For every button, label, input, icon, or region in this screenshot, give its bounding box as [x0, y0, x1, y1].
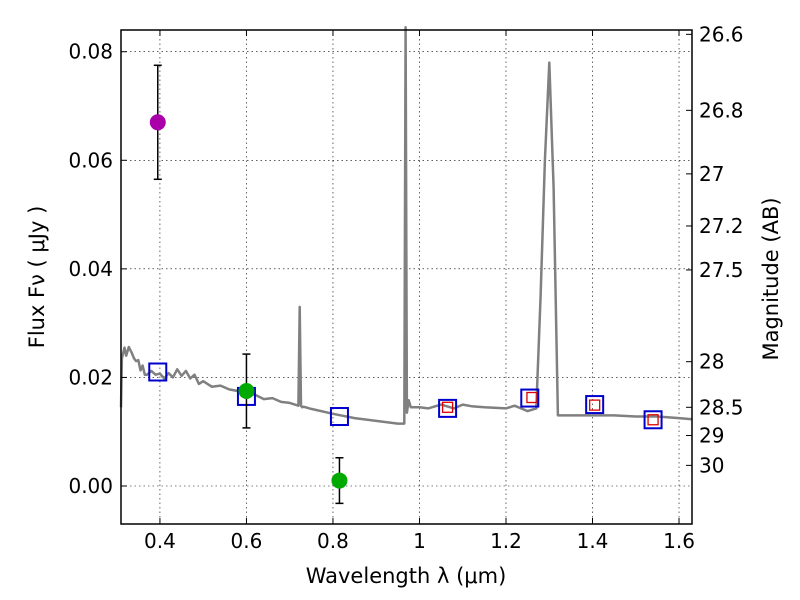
- model-photometry-point: [329, 407, 349, 427]
- observed-photometry-square: [589, 399, 601, 411]
- x-tick-label: 1.6: [663, 529, 695, 553]
- axes-frame: [120, 29, 693, 525]
- y-tick-label: 0.02: [68, 365, 113, 389]
- observed-photometry-square: [526, 391, 538, 404]
- model-photometry-point: [520, 388, 540, 408]
- x-tick-label: 1.4: [577, 529, 609, 553]
- y-tick-label: 0.08: [68, 40, 113, 64]
- observed-photometry-point: [331, 472, 348, 489]
- observed-photometry-square: [647, 414, 659, 426]
- right-tick-label: 27: [699, 162, 724, 186]
- model-photometry-point: [585, 395, 605, 415]
- x-tick-label: 0.4: [144, 529, 176, 553]
- right-tick-label: 26.8: [699, 98, 744, 122]
- y-tick-label: 0.00: [68, 474, 113, 498]
- right-tick-label: 30: [699, 453, 724, 477]
- x-tick-label: 0.6: [231, 529, 263, 553]
- observed-photometry-point: [149, 114, 166, 131]
- spectrum-line: [119, 26, 693, 425]
- y-tick-label: 0.04: [68, 257, 113, 281]
- x-tick-label: 0.8: [317, 529, 349, 553]
- model-photometry-point: [643, 410, 663, 430]
- y-axis-label: Flux Fν ( μJy ): [25, 206, 49, 349]
- right-tick-label: 29: [699, 424, 724, 448]
- x-axis-label: Wavelength λ (μm): [306, 564, 507, 588]
- plot-area: [119, 26, 693, 505]
- right-tick-label: 28: [699, 350, 724, 374]
- grid-lines: [121, 30, 692, 524]
- x-tick-label: 1.2: [490, 529, 522, 553]
- observed-photometry-point: [238, 383, 255, 399]
- axis-ticks: 0.4 0.6 0.8 1 1.2 1.4 1.6 0.00 0.02 0.04 0.06 0.08 2…: [68, 22, 743, 553]
- right-tick-label: 26.6: [699, 22, 744, 46]
- right-tick-label: 27.2: [699, 214, 744, 238]
- right-tick-label: 28.5: [699, 395, 744, 419]
- right-tick-label: 27.5: [699, 258, 744, 282]
- model-photometry-point: [438, 398, 458, 418]
- model-photometry-point: [148, 362, 168, 382]
- y-axis-right-label: Magnitude (AB): [759, 197, 783, 360]
- observed-photometry-square: [441, 401, 454, 413]
- y-tick-label: 0.06: [68, 148, 113, 172]
- x-tick-label: 1: [413, 529, 426, 553]
